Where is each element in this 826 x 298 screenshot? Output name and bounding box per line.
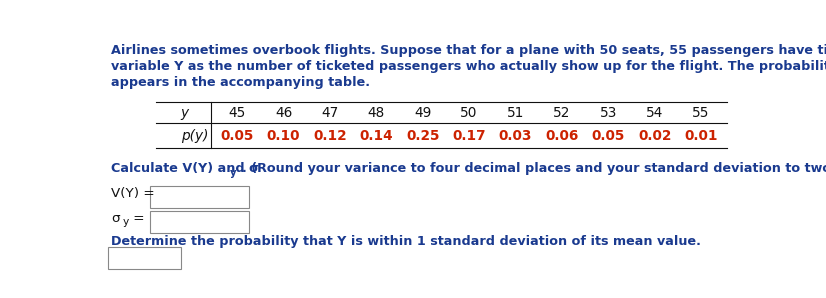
Text: 47: 47 [321,105,339,119]
Text: 0.10: 0.10 [267,128,301,142]
Text: 46: 46 [275,105,292,119]
Text: 48: 48 [368,105,385,119]
Text: 52: 52 [553,105,571,119]
Text: =: = [129,212,145,225]
Text: y: y [230,168,237,178]
Text: 0.14: 0.14 [359,128,393,142]
Text: 51: 51 [507,105,525,119]
Text: 55: 55 [692,105,710,119]
Text: y: y [122,217,129,227]
Text: 50: 50 [460,105,477,119]
Text: . (Round your variance to four decimal places and your standard deviation to two: . (Round your variance to four decimal p… [241,162,826,175]
FancyBboxPatch shape [150,211,249,233]
Text: Determine the probability that Y is within 1 standard deviation of its mean valu: Determine the probability that Y is with… [111,235,700,249]
Text: 54: 54 [646,105,663,119]
Text: 49: 49 [414,105,431,119]
Text: 0.25: 0.25 [406,128,439,142]
Text: 53: 53 [600,105,617,119]
FancyBboxPatch shape [150,186,249,208]
FancyBboxPatch shape [107,247,182,269]
Text: σ: σ [111,212,120,225]
Text: 0.12: 0.12 [313,128,347,142]
Text: V(Y) =: V(Y) = [111,187,154,200]
Text: 45: 45 [229,105,246,119]
Text: variable Y as the number of ticketed passengers who actually show up for the fli: variable Y as the number of ticketed pas… [111,60,826,73]
Text: 0.01: 0.01 [684,128,718,142]
Text: 0.03: 0.03 [499,128,532,142]
Text: appears in the accompanying table.: appears in the accompanying table. [111,76,370,89]
Text: 0.05: 0.05 [591,128,625,142]
Text: 0.06: 0.06 [545,128,578,142]
Text: 0.02: 0.02 [638,128,672,142]
Text: Calculate V(Y) and σ: Calculate V(Y) and σ [111,162,259,175]
Text: Airlines sometimes overbook flights. Suppose that for a plane with 50 seats, 55 : Airlines sometimes overbook flights. Sup… [111,44,826,57]
Text: 0.17: 0.17 [453,128,486,142]
Text: p(y): p(y) [182,128,209,142]
Text: 0.05: 0.05 [221,128,254,142]
Text: y: y [181,105,188,119]
